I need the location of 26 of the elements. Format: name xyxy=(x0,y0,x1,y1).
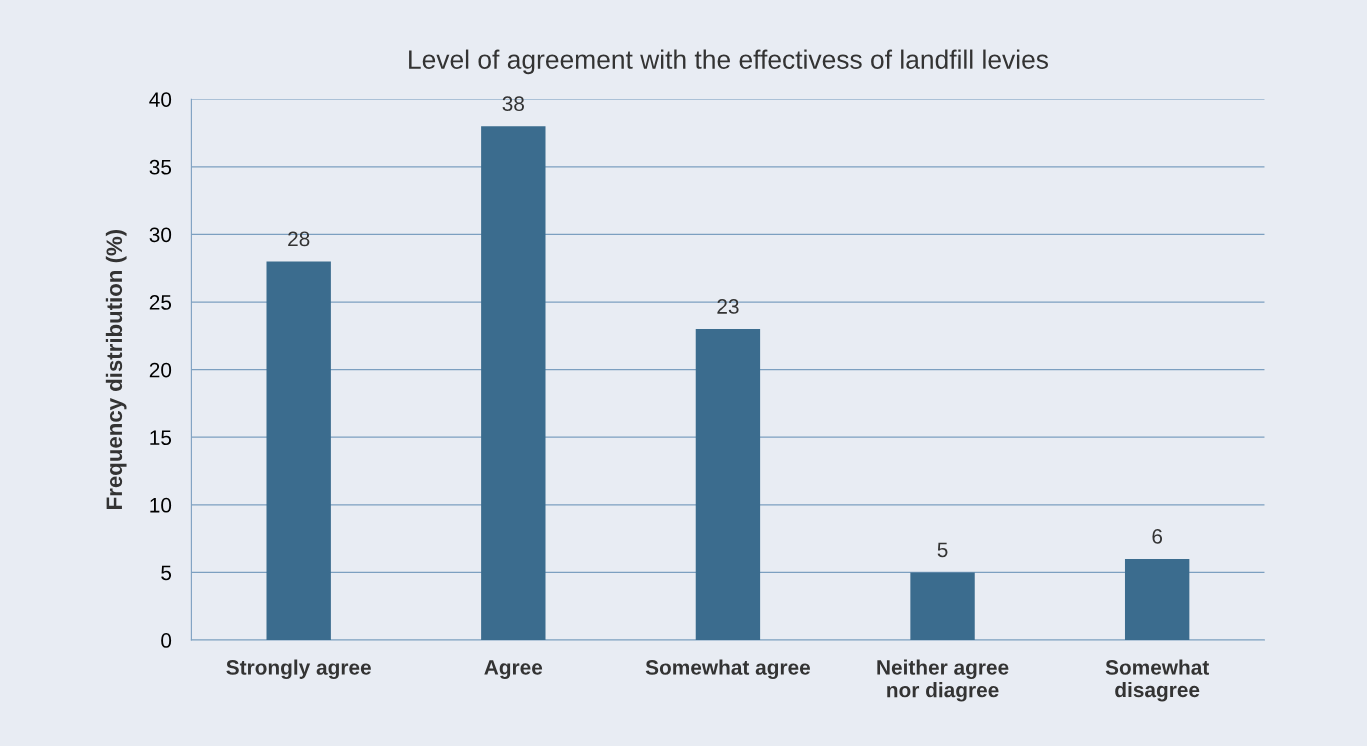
y-tick-label: 0 xyxy=(161,633,172,648)
y-tick-label: 5 xyxy=(161,565,172,581)
y-tick-label: 10 xyxy=(150,497,172,513)
y-tick-label: 25 xyxy=(149,295,172,310)
x-tick-label: Somewhat agree xyxy=(645,659,810,680)
bar xyxy=(1124,558,1190,641)
data-label: 6 xyxy=(1152,528,1163,544)
data-label: 5 xyxy=(937,542,948,558)
x-tick-label: Agree xyxy=(484,660,543,679)
x-tick-label: Strongly agree xyxy=(226,659,371,680)
y-tick-label: 30 xyxy=(149,227,172,243)
y-tick-label: 20 xyxy=(149,362,172,378)
bar xyxy=(910,572,975,641)
y-axis-title: Frequency distribution (%) xyxy=(105,229,127,509)
data-label: 23 xyxy=(717,299,739,314)
y-tick-label: 35 xyxy=(149,159,172,175)
bar xyxy=(481,126,546,641)
y-tick-label: 15 xyxy=(150,430,172,445)
data-label: 28 xyxy=(288,231,310,247)
data-label: 38 xyxy=(502,96,524,112)
x-tick-label: Neither agree nor diagree xyxy=(877,659,1009,702)
x-tick-label: Somewhat disagree xyxy=(1105,659,1210,702)
y-tick-label: 40 xyxy=(149,92,172,107)
chart-title: Level of agreement with the effectivess of landfill levies xyxy=(409,49,1048,75)
bar xyxy=(695,329,761,641)
bar xyxy=(266,261,331,641)
